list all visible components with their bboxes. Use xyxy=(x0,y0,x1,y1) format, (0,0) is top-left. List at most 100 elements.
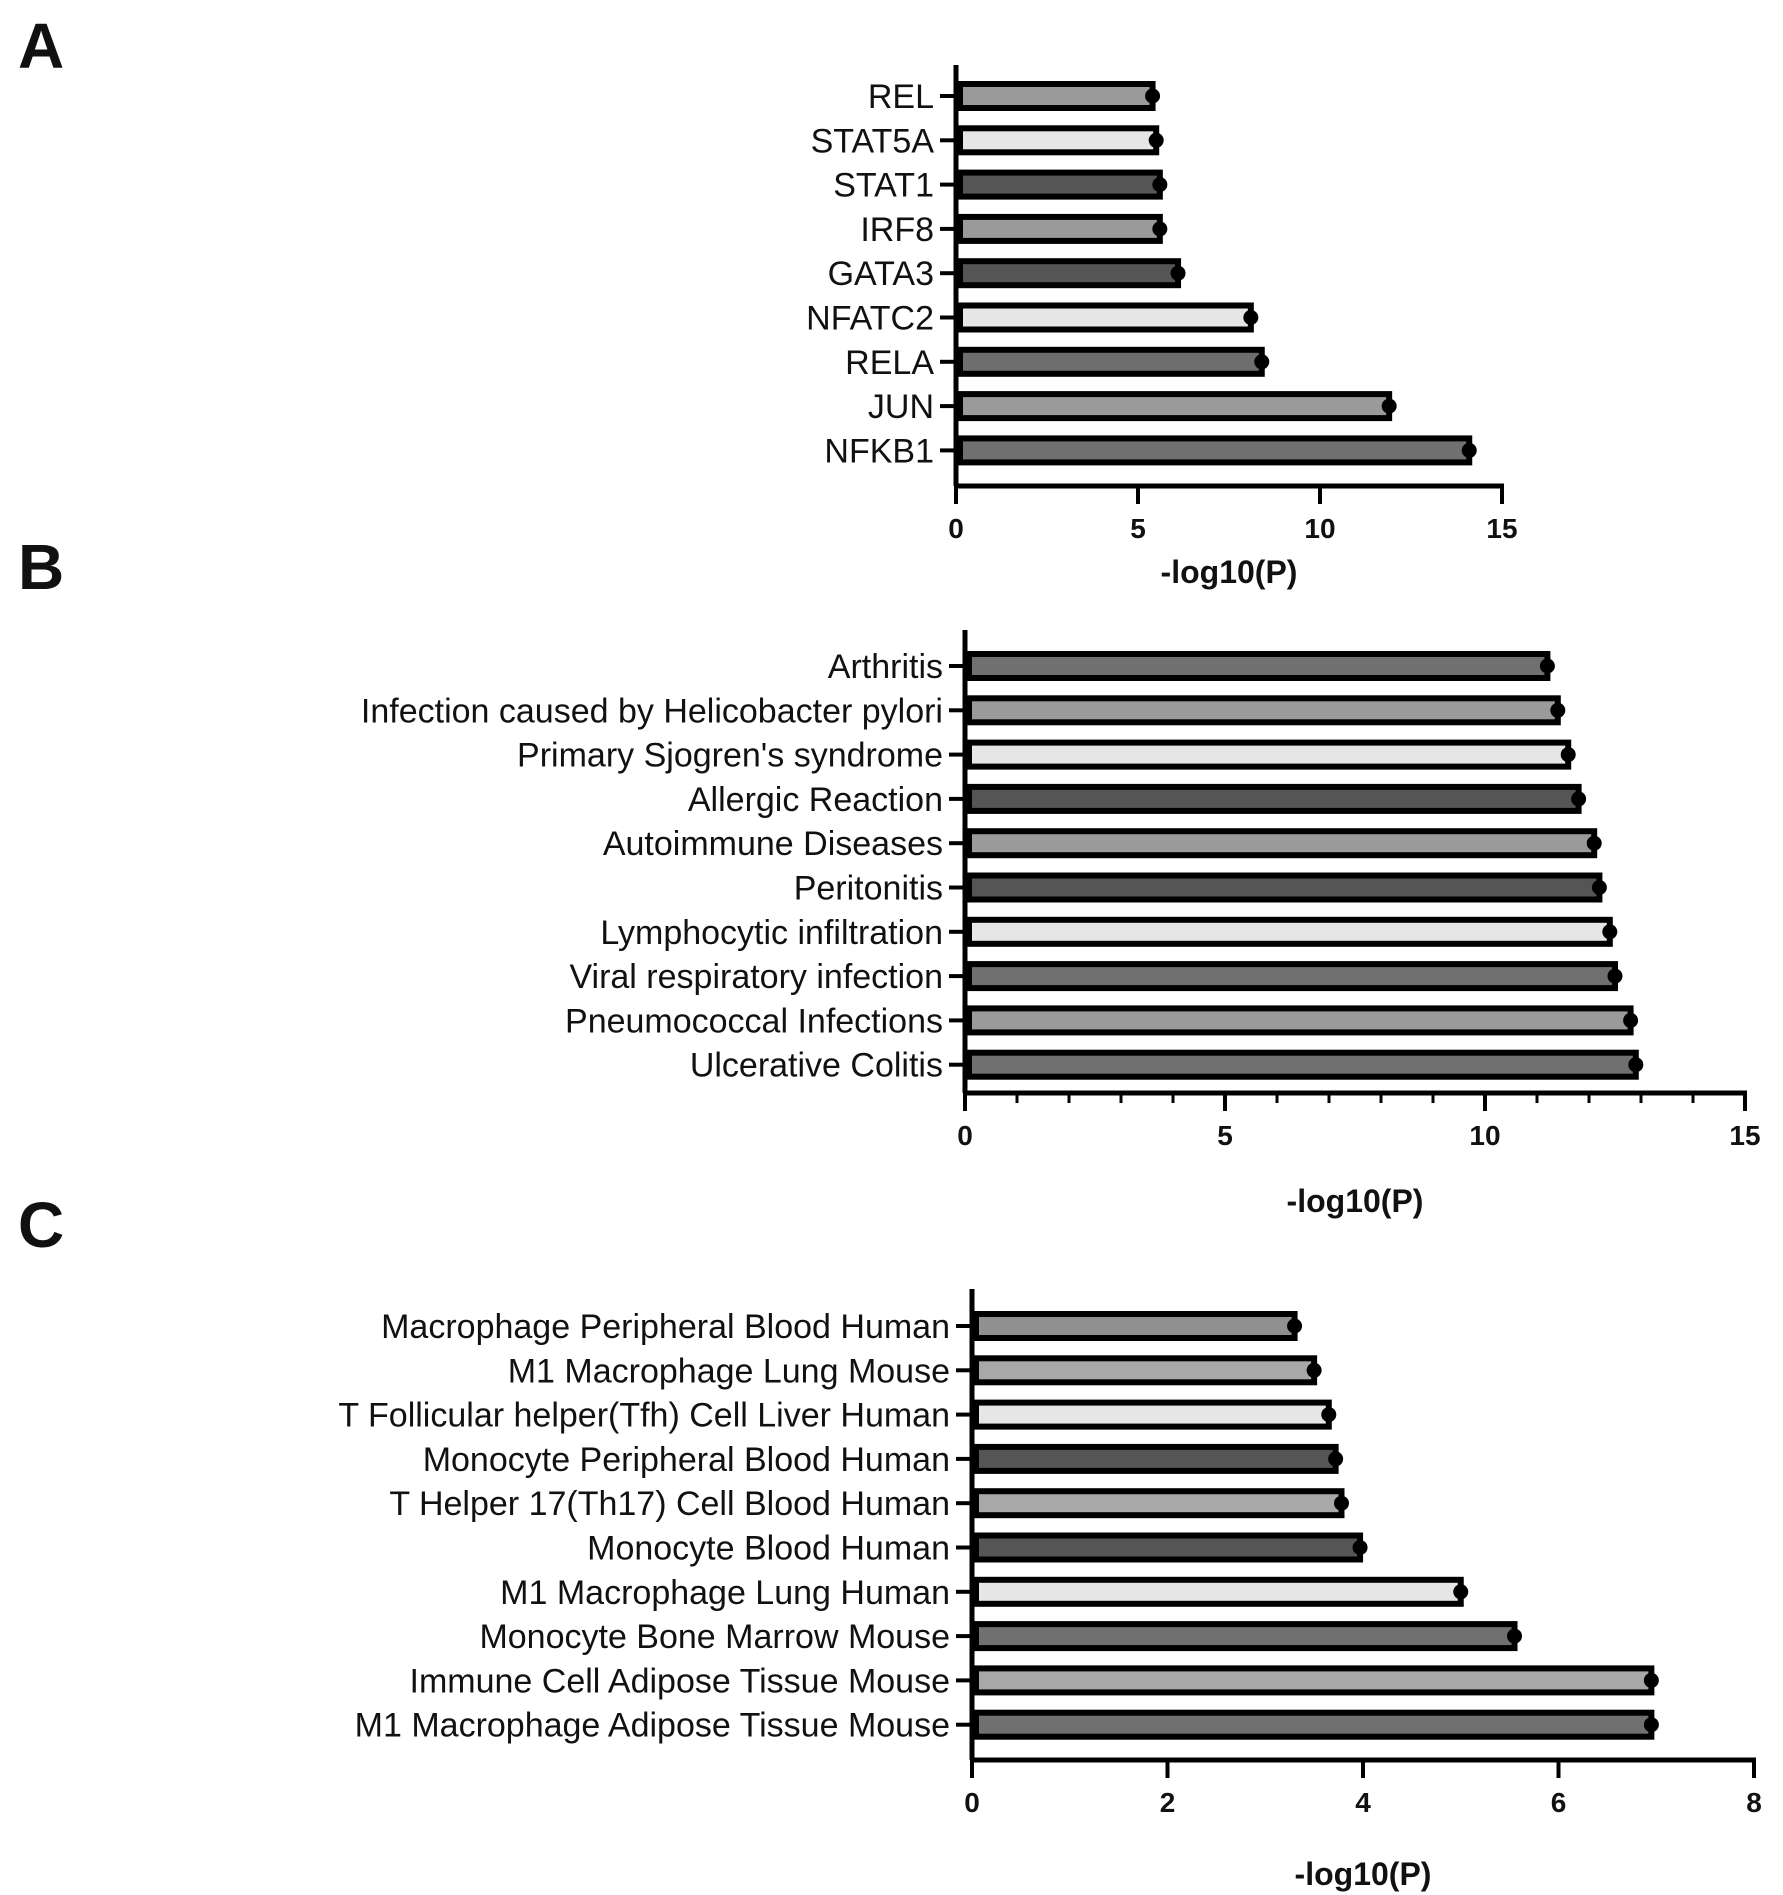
chart-c-point-7 xyxy=(1507,1628,1523,1644)
chart-c-bar-8 xyxy=(973,1665,1655,1696)
chart-c-bar-6 xyxy=(973,1576,1464,1607)
chart-a-x-tick-label-1: 5 xyxy=(1130,513,1146,544)
chart-b-category-label-2: Primary Sjogren's syndrome xyxy=(517,737,943,775)
chart-a-bar-5 xyxy=(957,302,1254,333)
chart-a-point-6 xyxy=(1254,354,1270,370)
chart-a-bar-3 xyxy=(957,213,1163,244)
chart-panel-c: Macrophage Peripheral Blood Human M1 Macr… xyxy=(338,1289,1762,1892)
chart-b-point-3 xyxy=(1571,791,1587,807)
chart-c-x-tick-label-1: 2 xyxy=(1160,1787,1176,1818)
chart-a-x-tick-label-0: 0 xyxy=(948,513,964,544)
chart-c-x-tick-label-3: 6 xyxy=(1551,1787,1567,1818)
panel-letter-a: A xyxy=(18,10,64,82)
chart-b-bar-3 xyxy=(966,783,1582,814)
chart-a-category-label-1: STAT5A xyxy=(811,122,935,160)
chart-panel-a: REL STAT5A STAT1 IRF8 GATA3 NFATC2 RELA JUN NFKB… xyxy=(806,65,1518,590)
chart-c-category-label-5: Monocyte Blood Human xyxy=(587,1530,950,1568)
chart-c-point-9 xyxy=(1643,1717,1659,1733)
chart-a-point-3 xyxy=(1152,221,1168,237)
chart-c-category-label-3: Monocyte Peripheral Blood Human xyxy=(423,1441,950,1479)
chart-a-bar-0 xyxy=(957,81,1156,111)
chart-b-point-2 xyxy=(1560,747,1576,763)
chart-b-category-label-0: Arthritis xyxy=(828,648,943,686)
chart-a-bar-1 xyxy=(957,125,1160,156)
chart-a-category-label-0: REL xyxy=(868,78,934,116)
chart-c-point-1 xyxy=(1306,1362,1322,1378)
chart-a-bar-8 xyxy=(957,435,1473,466)
chart-c-category-label-8: Immune Cell Adipose Tissue Mouse xyxy=(410,1662,950,1700)
chart-b-bar-9 xyxy=(966,1049,1639,1080)
chart-b-point-9 xyxy=(1628,1057,1644,1073)
chart-b-category-label-9: Ulcerative Colitis xyxy=(690,1047,943,1085)
chart-a-point-8 xyxy=(1461,442,1477,458)
chart-c-bar-5 xyxy=(973,1532,1364,1563)
chart-c-category-label-2: T Follicular helper(Tfh) Cell Liver Huma… xyxy=(338,1397,950,1435)
chart-a-point-0 xyxy=(1145,88,1161,104)
chart-a-point-7 xyxy=(1381,398,1397,414)
chart-c-bar-1 xyxy=(973,1355,1318,1386)
chart-b-category-label-6: Lymphocytic infiltration xyxy=(600,914,943,952)
chart-b-point-8 xyxy=(1623,1012,1639,1028)
chart-a-x-axis-title: -log10(P) xyxy=(1161,554,1298,590)
chart-c-category-label-9: M1 Macrophage Adipose Tissue Mouse xyxy=(355,1707,950,1745)
chart-b-x-tick-label-3: 15 xyxy=(1729,1120,1760,1151)
chart-c-category-label-0: Macrophage Peripheral Blood Human xyxy=(381,1308,950,1346)
chart-b-bar-6 xyxy=(966,916,1613,947)
chart-b-bar-7 xyxy=(966,961,1618,992)
chart-c-point-2 xyxy=(1321,1407,1337,1423)
chart-c-bar-9 xyxy=(973,1709,1655,1740)
chart-c-bar-0 xyxy=(973,1311,1298,1341)
chart-a-point-2 xyxy=(1152,177,1168,193)
chart-c-x-tick-label-4: 8 xyxy=(1746,1787,1762,1818)
chart-b-point-7 xyxy=(1607,968,1623,984)
chart-a-x-tick-label-2: 10 xyxy=(1304,513,1335,544)
chart-a-category-label-2: STAT1 xyxy=(833,167,934,205)
chart-a-bar-7 xyxy=(957,391,1393,422)
chart-b-bar-8 xyxy=(966,1005,1634,1036)
chart-a-point-5 xyxy=(1243,310,1259,325)
chart-c-category-label-6: M1 Macrophage Lung Human xyxy=(500,1574,950,1612)
chart-a-category-label-7: JUN xyxy=(868,388,934,426)
chart-b-point-0 xyxy=(1539,658,1555,674)
chart-c-category-label-7: Monocyte Bone Marrow Mouse xyxy=(479,1618,950,1656)
chart-b-category-label-3: Allergic Reaction xyxy=(688,781,943,819)
chart-b-x-tick-label-2: 10 xyxy=(1469,1120,1500,1151)
chart-a-category-label-5: NFATC2 xyxy=(806,300,934,338)
chart-a-point-1 xyxy=(1148,132,1164,148)
chart-b-point-5 xyxy=(1591,880,1607,895)
chart-b-bar-5 xyxy=(966,872,1603,903)
panel-letter-b: B xyxy=(18,531,64,603)
chart-c-point-0 xyxy=(1287,1318,1303,1334)
chart-a-category-label-4: GATA3 xyxy=(828,255,934,293)
chart-b-bar-1 xyxy=(966,695,1561,726)
chart-b-x-tick-label-0: 0 xyxy=(957,1120,973,1151)
chart-b-x-axis-title: -log10(P) xyxy=(1287,1183,1424,1219)
chart-c-point-5 xyxy=(1352,1540,1368,1555)
chart-b-point-6 xyxy=(1602,924,1618,940)
chart-a-category-label-6: RELA xyxy=(845,344,934,382)
chart-c-x-axis-title: -log10(P) xyxy=(1295,1856,1432,1892)
chart-a-category-label-8: NFKB1 xyxy=(824,432,934,470)
chart-a-point-4 xyxy=(1170,265,1186,281)
chart-panel-b: Arthritis Infection caused by Helicobacte… xyxy=(361,630,1761,1219)
chart-a-bar-4 xyxy=(957,258,1182,289)
chart-b-bar-0 xyxy=(966,651,1551,681)
chart-c-point-4 xyxy=(1333,1495,1349,1511)
chart-b-category-label-5: Peritonitis xyxy=(794,870,943,908)
chart-b-category-label-4: Autoimmune Diseases xyxy=(603,825,943,863)
chart-c-x-tick-label-2: 4 xyxy=(1355,1787,1371,1818)
chart-b-category-label-1: Infection caused by Helicobacter pylori xyxy=(361,692,943,730)
chart-b-point-1 xyxy=(1550,702,1566,718)
chart-c-point-8 xyxy=(1643,1672,1659,1688)
chart-c-bar-3 xyxy=(973,1443,1339,1474)
chart-c-bar-7 xyxy=(973,1621,1518,1652)
chart-b-category-label-8: Pneumococcal Infections xyxy=(565,1002,943,1040)
chart-c-category-label-4: T Helper 17(Th17) Cell Blood Human xyxy=(389,1485,950,1523)
chart-c-point-3 xyxy=(1328,1451,1344,1467)
chart-c-x-tick-label-0: 0 xyxy=(964,1787,980,1818)
chart-c-bar-4 xyxy=(973,1488,1345,1519)
chart-b-x-tick-label-1: 5 xyxy=(1217,1120,1233,1151)
chart-c-point-6 xyxy=(1453,1584,1469,1600)
chart-b-category-label-7: Viral respiratory infection xyxy=(569,958,943,996)
